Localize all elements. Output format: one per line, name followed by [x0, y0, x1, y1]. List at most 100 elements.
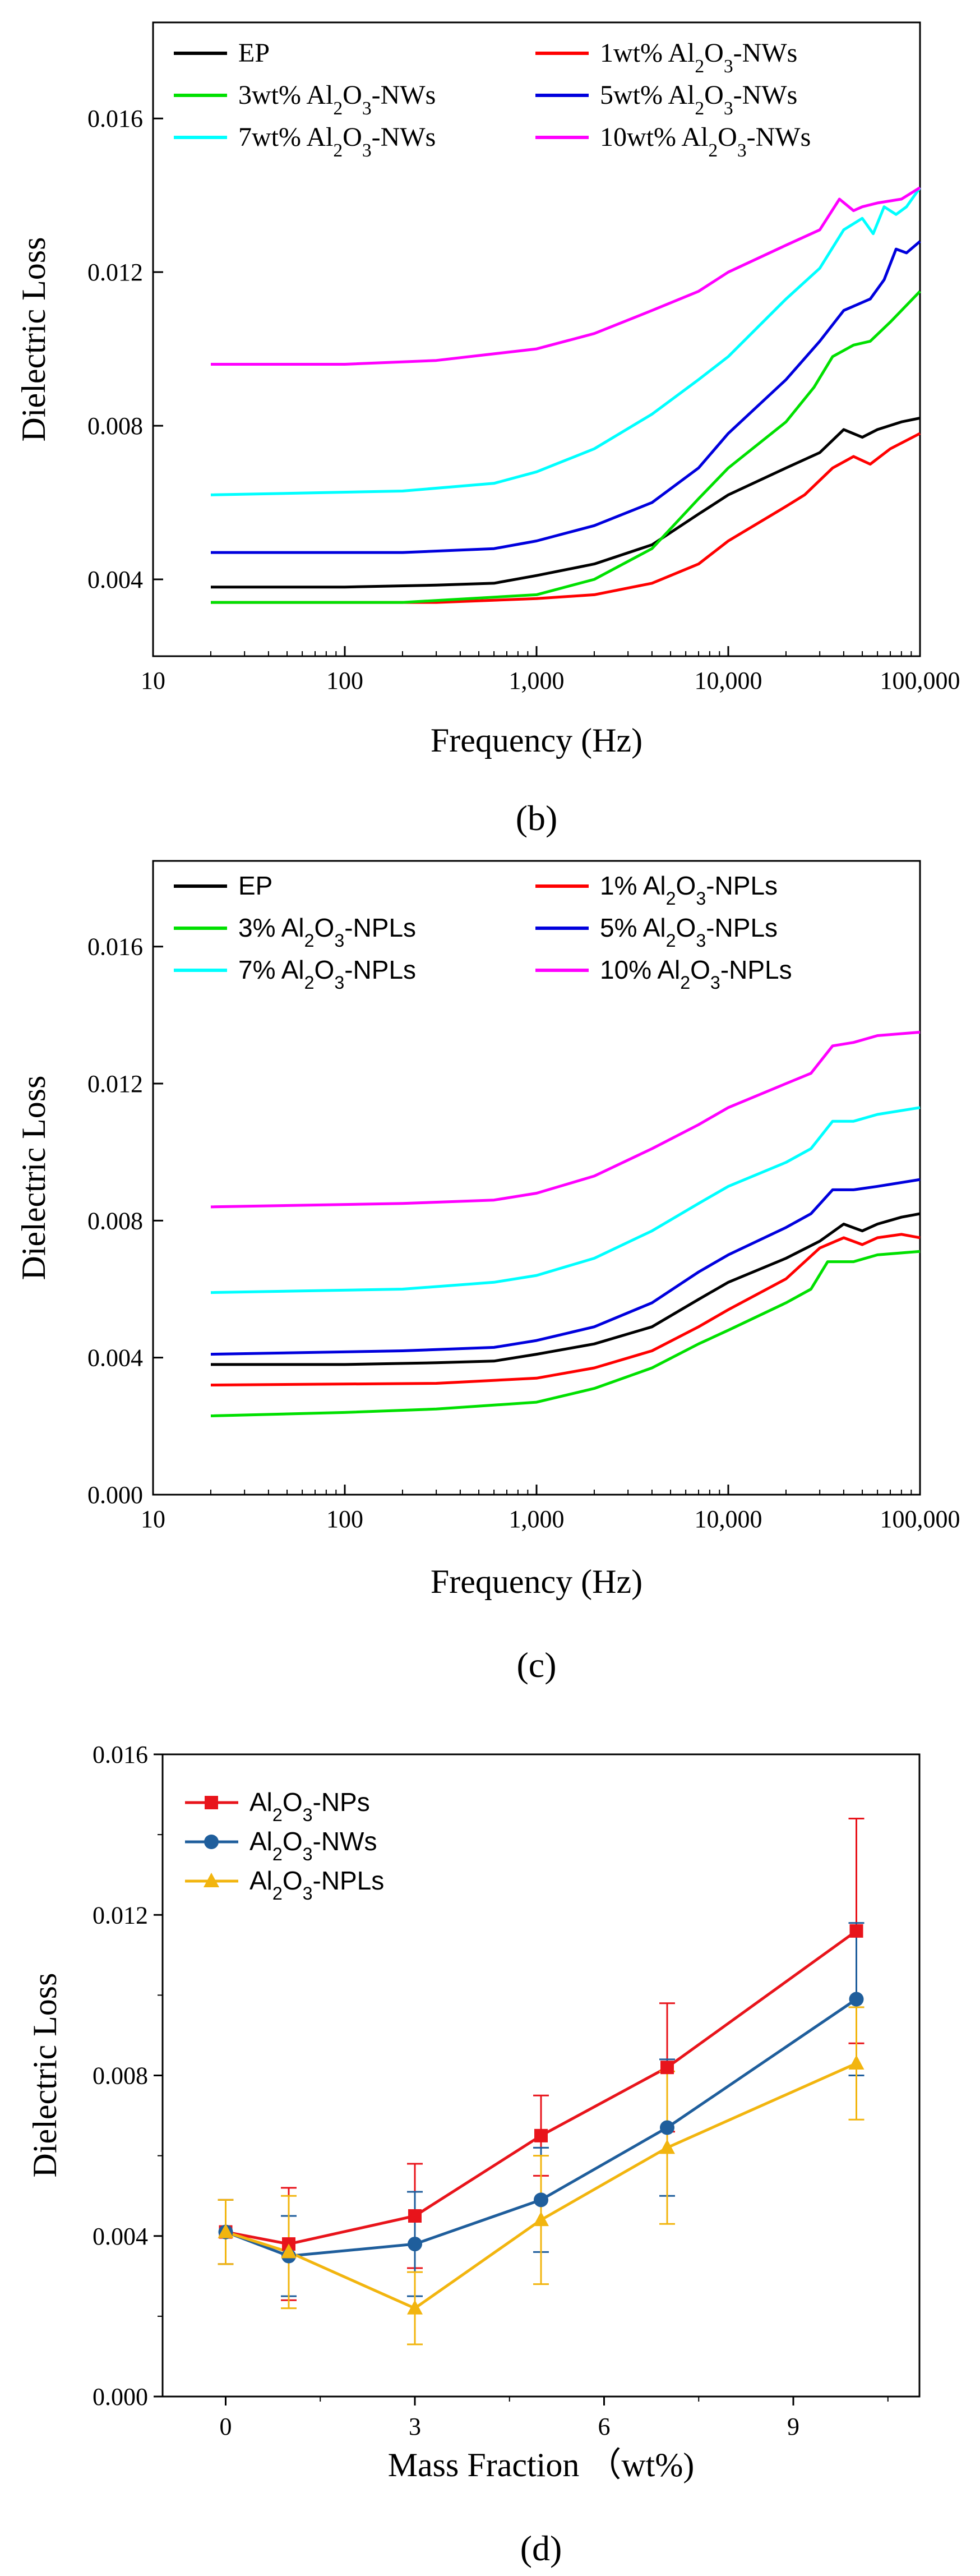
y-tick-label: 0.012 — [87, 259, 143, 286]
data-point-2 — [281, 2243, 297, 2259]
panel-b-y-axis-title: Dielectric Loss — [15, 237, 52, 442]
data-point-1 — [408, 2237, 422, 2252]
x-tick-label: 9 — [787, 2413, 799, 2440]
panel-b-x-axis-title: Frequency (Hz) — [431, 722, 642, 759]
data-point-0 — [849, 1924, 863, 1938]
legend-label-2: 3wt% Al2O3-NWs — [238, 80, 436, 119]
data-point-2 — [533, 2211, 549, 2227]
y-tick-label: 0.000 — [93, 2383, 148, 2411]
series-line-2 — [210, 1250, 921, 1417]
data-point-2 — [407, 2299, 423, 2315]
x-tick-label: 100,000 — [880, 667, 960, 694]
panel-c-series-lines — [210, 1030, 921, 1417]
series-line-1 — [210, 1233, 921, 1386]
y-tick-label: 0.000 — [87, 1481, 143, 1509]
data-point-2 — [659, 2139, 675, 2154]
panel-c-y-axis-title: Dielectric Loss — [15, 1076, 52, 1280]
legend-label-0: Al2O3-NPs — [249, 1787, 370, 1825]
data-point-0 — [205, 1796, 218, 1809]
panel-c-x-axis-title: Frequency (Hz) — [431, 1563, 642, 1600]
panel-b-label: (b) — [516, 798, 558, 838]
y-tick-label: 0.016 — [87, 105, 143, 132]
series-line-2 — [225, 2062, 857, 2310]
data-point-0 — [660, 2061, 674, 2075]
y-tick-label: 0.016 — [93, 1741, 148, 1768]
legend-label-1: Al2O3-NWs — [249, 1827, 377, 1864]
legend-label-0: EP — [238, 871, 272, 900]
panel-b-series-lines — [210, 186, 922, 604]
series-line-4 — [210, 187, 922, 496]
legend-label-3: 5% Al2O3-NPLs — [600, 913, 778, 951]
panel-b-plot-frame — [152, 21, 921, 657]
series-line-0 — [225, 1929, 857, 2246]
y-tick-label: 0.016 — [87, 933, 143, 961]
y-tick-label: 0.004 — [87, 1344, 143, 1372]
x-tick-label: 6 — [598, 2413, 611, 2440]
series-line-1 — [225, 1998, 857, 2258]
series-line-4 — [210, 1106, 921, 1294]
legend-label-4: 7% Al2O3-NPLs — [238, 955, 416, 993]
legend-label-1: 1% Al2O3-NPLs — [600, 871, 778, 909]
y-tick-label: 0.004 — [87, 566, 143, 593]
panel-b-y-axis: 0.004 0.008 0.012 0.016 — [87, 105, 163, 593]
series-line-0 — [211, 416, 921, 589]
data-point-0 — [408, 2209, 422, 2223]
x-tick-label: 10 — [141, 667, 165, 694]
x-tick-label: 100,000 — [880, 1505, 960, 1533]
panel-d-chart: 0.000 0.004 0.008 0.012 0.016 0 3 6 9 Al2O3-NPs… — [26, 1741, 921, 2568]
y-tick-label: 0.012 — [87, 1070, 143, 1098]
x-tick-label: 1,000 — [509, 667, 565, 694]
legend-label-5: 10wt% Al2O3-NWs — [600, 122, 811, 161]
x-tick-label: 100 — [326, 667, 363, 694]
series-line-5 — [211, 186, 921, 366]
legend-label-3: 5wt% Al2O3-NWs — [600, 80, 797, 119]
panel-b-chart: 0.004 0.008 0.012 0.016 10 100 1,000 10,000 100… — [15, 21, 960, 838]
series-line-0 — [211, 1212, 921, 1366]
legend-label-2: 3% Al2O3-NPLs — [238, 913, 416, 951]
panel-c-y-axis: 0.000 0.004 0.008 0.012 0.016 — [87, 933, 163, 1509]
legend-label-2: Al2O3-NPLs — [249, 1866, 384, 1904]
panel-d-label: (d) — [520, 2528, 562, 2568]
y-tick-label: 0.008 — [87, 412, 143, 440]
data-point-2 — [204, 1873, 219, 1887]
series-line-1 — [211, 432, 921, 604]
panel-d-y-axis-title: Dielectric Loss — [26, 1973, 63, 2178]
legend-label-4: 7wt% Al2O3-NWs — [238, 122, 436, 161]
y-tick-label: 0.008 — [93, 2062, 148, 2090]
panel-c-x-axis: 10 100 1,000 10,000 100,000 — [141, 1485, 960, 1533]
panel-d-x-axis: 0 3 6 9 — [220, 2397, 889, 2440]
x-tick-label: 10 — [141, 1505, 165, 1533]
panel-d-y-axis: 0.000 0.004 0.008 0.012 0.016 — [93, 1741, 163, 2411]
legend-label-0: EP — [238, 38, 270, 68]
panel-c-legend: EP 1% Al2O3-NPLs 3% Al2O3-NPLs 5% Al2O3-NPL… — [174, 871, 792, 993]
data-point-1 — [660, 2120, 674, 2135]
x-tick-label: 3 — [409, 2413, 421, 2440]
y-tick-label: 0.012 — [93, 1901, 148, 1929]
data-point-0 — [534, 2128, 548, 2142]
y-tick-label: 0.004 — [93, 2223, 148, 2250]
series-line-2 — [211, 290, 921, 604]
panel-d-x-axis-title: Mass Fraction （wt%) — [388, 2446, 695, 2483]
x-tick-label: 10,000 — [695, 1505, 762, 1533]
x-tick-label: 0 — [220, 2413, 232, 2440]
panel-c-chart: 0.000 0.004 0.008 0.012 0.016 10 100 1,000 10,0… — [15, 860, 960, 1685]
legend-label-1: 1wt% Al2O3-NWs — [600, 38, 797, 77]
panel-b-legend: EP 1wt% Al2O3-NWs 3wt% Al2O3-NWs 5wt% Al2O3… — [174, 38, 811, 161]
panel-b-x-axis: 10 100 1,000 10,000 100,000 — [141, 646, 960, 694]
panel-d-series-lines — [218, 1818, 865, 2345]
y-tick-label: 0.008 — [87, 1207, 143, 1234]
data-point-2 — [848, 2055, 865, 2070]
data-point-1 — [849, 1992, 864, 2007]
data-point-1 — [204, 1835, 219, 1849]
series-line-3 — [211, 240, 921, 554]
series-line-5 — [210, 1030, 921, 1209]
panel-c-label: (c) — [516, 1645, 556, 1685]
series-line-3 — [210, 1178, 921, 1356]
x-tick-label: 10,000 — [695, 667, 762, 694]
x-tick-label: 1,000 — [509, 1505, 565, 1533]
data-point-2 — [218, 2223, 234, 2238]
legend-label-5: 10% Al2O3-NPLs — [600, 955, 792, 993]
x-tick-label: 100 — [326, 1505, 363, 1533]
